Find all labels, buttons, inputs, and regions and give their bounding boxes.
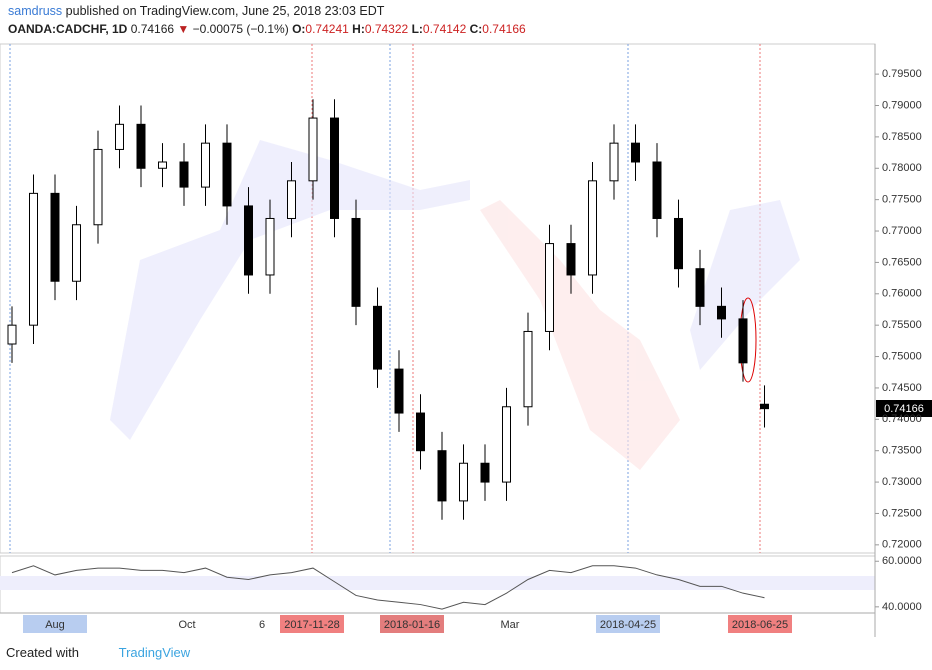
brand[interactable]: TradingView xyxy=(118,645,191,660)
x-tick-label: Aug xyxy=(45,619,65,631)
y-tick-label: 0.79000 xyxy=(882,99,922,111)
y-tick-label: 0.78000 xyxy=(882,162,922,174)
candle-body xyxy=(566,243,576,276)
y-tick-label: 60.0000 xyxy=(882,555,922,567)
candle-body xyxy=(695,268,705,307)
x-tick-label: 6 xyxy=(259,619,265,631)
candle-body xyxy=(609,142,619,182)
candle-body xyxy=(179,161,189,188)
candle-body xyxy=(588,180,597,276)
osc-band xyxy=(0,576,875,590)
candle-body xyxy=(416,412,425,452)
candle-body xyxy=(674,217,683,270)
y-tick-label: 0.78500 xyxy=(882,131,922,143)
time-highlight xyxy=(380,615,444,633)
symbol-line: OANDA:CADCHF, 1D 0.74166 ▼ −0.00075 (−0.… xyxy=(8,22,526,36)
header-line: samdruss published on TradingView.com, J… xyxy=(8,4,384,18)
y-tick-label: 0.77500 xyxy=(882,194,922,206)
candle-body xyxy=(330,117,339,219)
candle-body xyxy=(308,117,318,182)
time-highlight xyxy=(728,615,792,633)
created-with: Created with xyxy=(6,645,79,660)
candle-body xyxy=(7,324,17,345)
candle-body xyxy=(136,123,146,169)
y-tick-label: 0.72500 xyxy=(882,507,922,519)
symbol: OANDA:CADCHF, 1D xyxy=(8,22,128,36)
chart: 0.74166 0.79500 0.79000 0.78500 0.78000 0.77… xyxy=(0,43,932,637)
candle-body xyxy=(93,148,103,226)
candle-body xyxy=(265,217,275,276)
open: 0.74241 xyxy=(305,22,349,36)
x-tick-label: 2018-01-16 xyxy=(384,619,440,631)
x-tick-label: Oct xyxy=(178,619,195,631)
last: 0.74166 xyxy=(130,22,175,36)
candle-body xyxy=(115,123,124,150)
y-tick-label: 0.72000 xyxy=(882,539,922,551)
y-tick-label: 0.76000 xyxy=(882,288,922,300)
h-label: H: xyxy=(352,22,365,36)
x-tick-label: Mar xyxy=(501,619,520,631)
candle-body xyxy=(437,450,447,502)
y-tick-label: 0.75000 xyxy=(882,350,922,362)
candle-body xyxy=(738,318,748,364)
high: 0.74322 xyxy=(364,22,409,36)
candle-body xyxy=(480,462,490,483)
l-label: L: xyxy=(411,22,423,36)
last-price: 0.74166 xyxy=(884,403,924,415)
candle-body xyxy=(72,224,81,282)
y-tick-label: 0.75500 xyxy=(882,319,922,331)
y-tick-label: 0.74000 xyxy=(882,413,922,425)
candle-body xyxy=(502,406,511,483)
candle-body xyxy=(158,161,167,169)
time-highlight xyxy=(596,615,660,633)
time-highlight xyxy=(23,615,87,633)
candle-body xyxy=(717,305,726,320)
candle-body xyxy=(631,142,640,163)
footer: Created with TradingView xyxy=(6,645,190,660)
last-price-box xyxy=(876,400,932,417)
change: −0.00075 (−0.1%) xyxy=(192,22,289,36)
close: 0.74166 xyxy=(482,22,526,36)
time-highlight xyxy=(280,615,344,633)
oscillator-line xyxy=(11,565,765,610)
candle-body xyxy=(287,180,296,219)
candle-body xyxy=(545,243,554,332)
candle-body xyxy=(29,192,38,326)
y-tick-label: 40.0000 xyxy=(882,601,922,613)
candle-body xyxy=(244,205,253,276)
candle-body xyxy=(222,142,232,207)
candle-body xyxy=(652,161,662,219)
low: 0.74142 xyxy=(422,22,467,36)
x-tick-label: 2018-06-25 xyxy=(732,619,788,631)
c-label: C: xyxy=(469,22,483,36)
candle-body xyxy=(373,305,382,370)
candle-body xyxy=(394,368,404,414)
o-label: O: xyxy=(292,22,306,36)
author[interactable]: samdruss xyxy=(8,4,63,18)
candle-body xyxy=(351,217,361,307)
y-tick-label: 0.73000 xyxy=(882,476,922,488)
candle-body xyxy=(523,330,533,408)
x-tick-label: 2018-04-25 xyxy=(600,619,656,631)
published: published on TradingView.com, June 25, 2… xyxy=(65,4,385,18)
y-tick-label: 0.79500 xyxy=(882,68,922,80)
y-tick-label: 0.77000 xyxy=(882,225,922,237)
y-tick-label: 0.74500 xyxy=(882,382,922,394)
candle-body xyxy=(760,403,769,410)
candle-body xyxy=(50,192,60,282)
x-tick-label: 2017-11-28 xyxy=(284,619,339,631)
y-tick-label: 0.76500 xyxy=(882,256,922,268)
y-tick-label: 0.73500 xyxy=(882,445,922,457)
candle-body xyxy=(201,142,210,188)
candle-body xyxy=(459,462,468,502)
